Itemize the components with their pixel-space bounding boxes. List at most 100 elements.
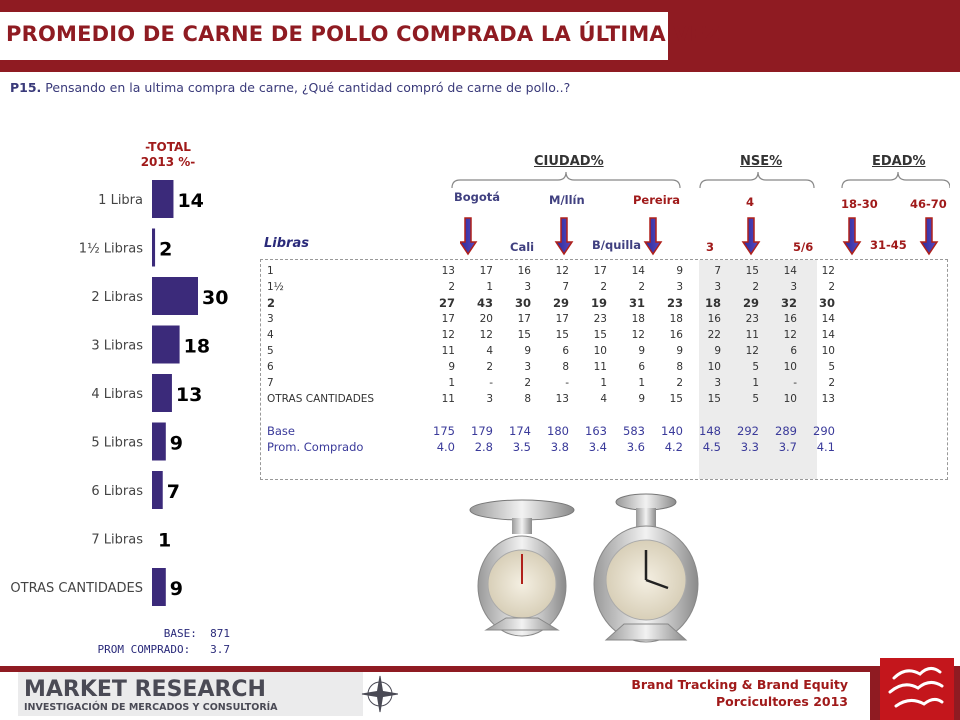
table-cell: 3.4: [588, 440, 607, 454]
table-cell: 292: [737, 424, 759, 438]
table-cell: 3: [486, 393, 493, 405]
table-row: 3 17 20 17 17 23 18 18 16 23 16 14: [267, 311, 835, 327]
table-cell: 17: [555, 313, 569, 325]
table-cell: 16: [783, 313, 797, 325]
table-cell: 3.6: [626, 440, 645, 454]
header-title-panel: [0, 12, 668, 60]
table-cell: 29: [552, 296, 569, 310]
table-cell: 12: [441, 329, 455, 341]
table-cell: 17: [441, 313, 455, 325]
bar-value-label: 30: [202, 287, 228, 309]
brand-line2: Porcicultores 2013: [716, 694, 848, 709]
table-row: 1 13 17 16 12 17 14 9 7 15 14 12: [267, 263, 835, 279]
group-brackets: [451, 171, 950, 189]
table-cell: 11: [441, 393, 455, 405]
row-label: 6: [267, 361, 274, 373]
bar: [152, 422, 166, 461]
table-cell: 43: [476, 296, 493, 310]
table-cell: 6: [790, 345, 797, 357]
data-table: 1 13 17 16 12 17 14 9 7 15 14 12 1½ 2 1 3 7 2 2 3 3 2 3 2 2 27 43 3…: [267, 263, 835, 455]
table-cell: 3: [676, 281, 683, 293]
column-arrows: [460, 217, 939, 256]
group-ciudad: CIUDAD%: [534, 154, 604, 169]
subhead-pereira: Pereira: [633, 193, 681, 207]
prom-value: 3.7: [210, 643, 230, 656]
table-cell: 22: [707, 329, 721, 341]
table-cell: 23: [745, 313, 759, 325]
table-cell: 2: [638, 281, 645, 293]
question-code: P15.: [10, 80, 42, 95]
arrow-nse4-icon: [741, 217, 761, 256]
table-cell: 5: [752, 393, 759, 405]
table-cell: 2: [752, 281, 759, 293]
table-cell: -: [489, 377, 493, 389]
table-cell: 12: [783, 329, 797, 341]
table-cell: 13: [555, 393, 569, 405]
row-label: 2: [267, 296, 276, 310]
table-cell: 289: [775, 424, 797, 438]
table-cell: 5: [752, 361, 759, 373]
row-label: 5: [267, 345, 274, 357]
bar-value-label: 9: [170, 578, 183, 600]
table-cell: 290: [813, 424, 835, 438]
brand-text: Brand Tracking & Brand Equity Porciculto…: [608, 676, 848, 710]
porcicultores-mark-icon: [888, 667, 944, 708]
bar-value-label: 9: [170, 433, 183, 455]
prom-label: PROM COMPRADO:: [97, 643, 191, 656]
table-cell: 14: [821, 313, 835, 325]
bar-category-label: 7 Libras: [91, 533, 143, 548]
table-cell: 583: [623, 424, 645, 438]
table-cell: 3: [790, 281, 797, 293]
table-row: OTRAS CANTIDADES 11 3 8 13 4 9 15 15 5 10 13: [267, 391, 835, 407]
table-cell: 2: [676, 377, 683, 389]
bar-category-label: 1 Libra: [98, 193, 143, 208]
table-cell: 3: [524, 281, 531, 293]
table-cell: 4.1: [816, 440, 835, 454]
row-label: 1: [267, 265, 274, 277]
arrow-edad1830-icon: [842, 217, 862, 256]
table-cell: 2: [828, 377, 835, 389]
group-nse: NSE%: [740, 154, 783, 169]
bar-value-label: 18: [184, 336, 210, 358]
table-cell: 180: [547, 424, 569, 438]
table-cell: 29: [742, 296, 759, 310]
subhead-bogota: Bogotá: [454, 190, 501, 204]
table-cell: 3: [714, 281, 721, 293]
table-cell: 23: [666, 296, 683, 310]
subhead-nse-56: 5/6: [793, 240, 814, 254]
table-cell: 18: [669, 313, 683, 325]
table-cell: 9: [714, 345, 721, 357]
base-summary: BASE: 871 PROM COMPRADO: 3.7: [60, 626, 230, 658]
table-cell: 10: [707, 361, 721, 373]
logo-line2: INVESTIGACIÓN DE MERCADOS Y CONSULTORÍA: [24, 701, 278, 713]
table-row: 2 27 43 30 29 19 31 23 18 29 32 30: [267, 295, 835, 311]
table-cell: 12: [745, 345, 759, 357]
table-cell: 15: [517, 329, 531, 341]
table-cell: 174: [509, 424, 531, 438]
table-cell: 13: [441, 265, 455, 277]
table-cell: 14: [631, 265, 645, 277]
table-cell: 12: [821, 265, 835, 277]
bar-category-label: 5 Libras: [91, 436, 143, 451]
subhead-bquilla: B/quilla: [592, 238, 641, 252]
bar: [152, 471, 163, 509]
table-cell: -: [793, 377, 797, 389]
table-cell: 9: [448, 361, 455, 373]
brand-line1: Brand Tracking & Brand Equity: [631, 677, 848, 692]
header-bar: [0, 0, 960, 72]
bar-value-label: 1: [158, 530, 171, 552]
table-cell: 11: [441, 345, 455, 357]
bar-value-label: 13: [176, 384, 202, 406]
table-cell: 15: [593, 329, 607, 341]
logo-line1: MARKET RESEARCH: [24, 677, 266, 702]
table-cell: 13: [821, 393, 835, 405]
scale-right-icon: [593, 493, 699, 643]
bar: [152, 325, 180, 364]
table-cell: 2: [448, 281, 455, 293]
table-cell: 27: [438, 296, 455, 310]
table-cell: 9: [524, 345, 531, 357]
bar-category-label: OTRAS CANTIDADES: [10, 581, 143, 596]
table-cell: 4.0: [436, 440, 455, 454]
table-cell: 17: [479, 265, 493, 277]
table-cell: 1: [638, 377, 645, 389]
